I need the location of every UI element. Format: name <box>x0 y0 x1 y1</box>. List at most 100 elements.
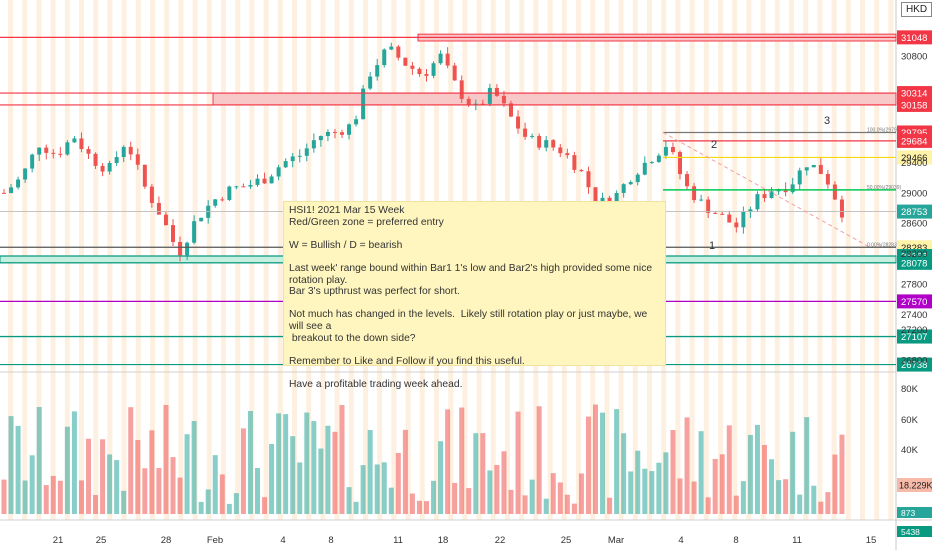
candle <box>628 182 633 185</box>
volume-bar <box>790 431 796 514</box>
candle <box>748 209 753 212</box>
candle <box>656 155 661 163</box>
candle <box>480 103 485 105</box>
candle <box>318 136 323 141</box>
volume-bar <box>529 479 535 514</box>
volume-bar <box>346 487 352 514</box>
candle <box>678 152 682 175</box>
volume-bar <box>649 471 655 514</box>
note-line: W = Bullish / D = bearish <box>289 239 403 251</box>
candle <box>670 147 675 153</box>
analysis-note: HSI1! 2021 Mar 15 Week Red/Green zone = p… <box>283 201 666 390</box>
time-tick-label: 18 <box>438 535 449 546</box>
volume-bar <box>747 434 753 514</box>
time-tick-label: Mar <box>608 535 624 546</box>
candle <box>255 178 260 185</box>
note-line: Red/Green zone = preferred entry <box>289 216 444 228</box>
candle <box>325 131 330 137</box>
candle <box>311 140 316 149</box>
price-level-label: 29466 <box>901 153 927 164</box>
candle <box>171 225 175 242</box>
candle <box>297 155 302 157</box>
candle <box>621 184 626 193</box>
note-line: breakout to the down side? <box>289 332 416 344</box>
candle <box>713 212 718 214</box>
price-level-label: 27570 <box>901 297 927 308</box>
note-line <box>289 367 660 379</box>
volume-bar <box>71 411 77 514</box>
price-tick-label: 26800 <box>901 355 927 366</box>
candle <box>213 199 218 206</box>
price-tick-label: 27400 <box>901 310 927 321</box>
price-tick-label: 29000 <box>901 188 927 199</box>
candle <box>417 68 422 75</box>
candle <box>142 164 147 187</box>
volume-bar <box>459 407 465 514</box>
candle <box>473 103 478 105</box>
time-tick-label: 28 <box>161 535 172 546</box>
candle <box>755 194 760 210</box>
volume-bar <box>247 410 253 514</box>
fib-label: 0.00%(28283) <box>867 242 899 248</box>
candle <box>361 88 366 120</box>
volume-bar <box>712 458 718 514</box>
candle <box>692 186 697 201</box>
volume-bar <box>797 494 803 514</box>
candle <box>544 140 549 148</box>
volume-tick-label: 60K <box>901 415 919 426</box>
volume-bar <box>367 430 373 514</box>
candle <box>72 138 77 143</box>
candle <box>445 53 450 66</box>
candle <box>149 186 154 203</box>
candle <box>93 153 98 166</box>
candle <box>304 148 309 156</box>
candle <box>459 80 464 99</box>
candle <box>9 187 14 193</box>
volume-bar <box>494 464 500 514</box>
price-level-label: 31048 <box>901 33 927 44</box>
volume-bar <box>57 480 63 514</box>
volume-bar <box>311 421 317 514</box>
volume-bar <box>212 455 218 514</box>
candle <box>516 116 521 129</box>
candle <box>100 165 105 172</box>
volume-tick-label: 40K <box>901 445 919 456</box>
candle <box>452 65 457 81</box>
volume-bar <box>522 495 528 514</box>
volume-bar <box>353 501 359 514</box>
resistance-zone <box>212 92 897 106</box>
price-level-tag <box>897 30 932 45</box>
volume-bar <box>121 490 127 514</box>
candle <box>614 192 619 205</box>
price-level-label: 26738 <box>901 360 927 371</box>
volume-bar <box>135 439 141 514</box>
price-tick-label: 30800 <box>901 52 927 63</box>
volume-bar <box>36 407 42 514</box>
note-line: Not much has changed in the levels. Like… <box>289 309 651 332</box>
candle <box>762 194 767 199</box>
volume-bar <box>585 416 591 514</box>
candle <box>727 214 732 223</box>
candle <box>58 153 63 155</box>
volume-bar <box>43 485 49 514</box>
volume-bar <box>22 480 28 514</box>
candle <box>720 213 725 215</box>
candle <box>114 157 119 163</box>
volume-bar <box>114 460 120 514</box>
candle <box>565 153 570 156</box>
price-tick-label: 27800 <box>901 279 927 290</box>
candle <box>283 161 288 168</box>
candle <box>431 63 436 76</box>
volume-bar <box>283 414 289 514</box>
volume-bar <box>402 429 408 514</box>
candle <box>163 214 168 226</box>
candle <box>685 174 690 187</box>
price-level-label: 29795 <box>901 128 927 139</box>
volume-bar <box>656 462 662 514</box>
volume-bar <box>445 409 451 514</box>
volume-bar <box>93 494 99 514</box>
swing-label: 3 <box>824 115 830 127</box>
volume-bar <box>163 404 169 514</box>
candle <box>410 65 415 69</box>
